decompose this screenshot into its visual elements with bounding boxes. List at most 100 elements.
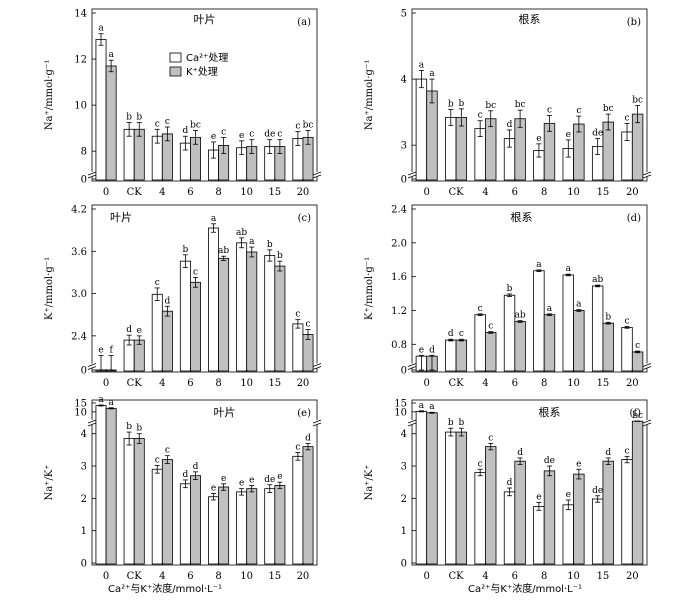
significance-letter: a <box>536 260 542 270</box>
error-bar <box>605 321 611 325</box>
plot-frame <box>411 204 648 373</box>
error-bar <box>277 139 283 154</box>
error-bar <box>418 354 424 371</box>
significance-letter: b <box>136 424 142 434</box>
significance-letter: c <box>295 442 300 452</box>
bar-k <box>602 322 614 372</box>
bar-k <box>573 473 585 565</box>
axis-break-mark <box>87 419 97 427</box>
bar-k <box>133 339 145 372</box>
error-bar <box>305 442 311 451</box>
error-bar <box>136 335 142 345</box>
error-bar <box>624 455 630 464</box>
significance-letter: ab <box>515 311 526 321</box>
x-tick-label: 4 <box>159 187 165 198</box>
significance-letter: e <box>566 130 571 140</box>
y-tick-label: 3.0 <box>71 289 87 300</box>
bar-k <box>161 459 173 565</box>
error-bar <box>154 287 160 302</box>
x-tick-label: 0 <box>103 378 109 389</box>
y-axis-title: Na⁺/mmol·g⁻¹ <box>364 60 375 130</box>
bar-k <box>602 460 614 565</box>
error-bar <box>458 108 464 127</box>
error-bar <box>477 313 483 316</box>
significance-letter: e <box>419 345 424 355</box>
y-tick-label: 8 <box>81 147 87 158</box>
significance-letter: b <box>448 99 454 109</box>
y-tick-label: 4 <box>401 75 407 86</box>
x-tick-label: 15 <box>597 378 610 389</box>
error-bar <box>536 143 542 158</box>
bar-ca <box>236 242 248 372</box>
x-tick-label: 20 <box>297 571 310 582</box>
significance-letter: a <box>108 50 114 60</box>
y-axis-title: K⁺/mmol·g⁻¹ <box>364 257 375 320</box>
bar-ca <box>264 488 276 565</box>
error-bar <box>108 59 114 73</box>
error-bar <box>267 249 273 262</box>
y-tick-label: 0 <box>401 175 407 186</box>
bar-ca <box>562 504 574 565</box>
x-tick-label: 4 <box>482 571 488 582</box>
error-bar <box>576 115 582 133</box>
error-bar <box>267 484 273 493</box>
panel-title: 叶片 <box>194 13 216 26</box>
significance-letter: a <box>419 60 425 70</box>
bar-ca <box>123 438 135 565</box>
bar-k <box>573 310 585 372</box>
bar-k <box>543 314 556 372</box>
significance-letter: b <box>458 418 464 428</box>
error-bar <box>136 121 142 137</box>
y-tick-label: 0.8 <box>391 340 407 351</box>
significance-letter: c <box>625 446 630 456</box>
error-bar <box>429 411 435 414</box>
y-tick-label: 5 <box>401 9 407 20</box>
significance-letter: c <box>193 267 198 277</box>
x-tick-label: 6 <box>512 378 518 389</box>
error-bar <box>193 471 198 481</box>
bar-ca <box>236 491 248 565</box>
significance-letter: d <box>126 325 132 335</box>
significance-letter: b <box>136 112 142 122</box>
legend-k-label: K⁺处理 <box>186 66 218 78</box>
significance-letter: c <box>295 122 300 132</box>
plot-frame <box>411 399 648 566</box>
plot-frame <box>91 8 318 182</box>
x-tick-label: 4 <box>482 378 488 389</box>
error-bar <box>624 326 630 329</box>
error-bar <box>488 110 494 128</box>
x-tick-label: 20 <box>626 378 639 389</box>
bar-k <box>133 128 145 181</box>
axis-break-mark <box>312 363 322 370</box>
significance-letter: a <box>108 398 114 408</box>
significance-letter: c <box>478 459 483 469</box>
bar-ca <box>533 506 545 565</box>
error-bar <box>595 138 601 155</box>
error-bar <box>126 334 132 346</box>
significance-letter: d <box>517 448 523 458</box>
significance-letter: c <box>155 455 160 465</box>
bar-k <box>218 257 230 372</box>
bar-k <box>485 118 497 181</box>
legend-ca-label: Ca²⁺处理 <box>186 52 228 64</box>
significance-letter: a <box>566 264 572 274</box>
bar-ca <box>95 405 107 565</box>
y-tick-label: 4.2 <box>71 205 87 216</box>
significance-letter: d <box>305 433 311 443</box>
bar-ca <box>292 455 304 565</box>
significance-letter: c <box>625 113 630 123</box>
panel-title: 根系 <box>519 12 541 26</box>
x-tick-label: 10 <box>567 571 580 582</box>
error-bar <box>565 499 571 511</box>
bar-k <box>455 431 468 565</box>
bar-k <box>631 113 644 181</box>
significance-letter: a <box>211 214 217 224</box>
legend-k-swatch <box>169 66 182 77</box>
bar-ca <box>591 498 604 565</box>
bar-ca <box>503 294 516 372</box>
significance-letter: b <box>507 284 513 294</box>
